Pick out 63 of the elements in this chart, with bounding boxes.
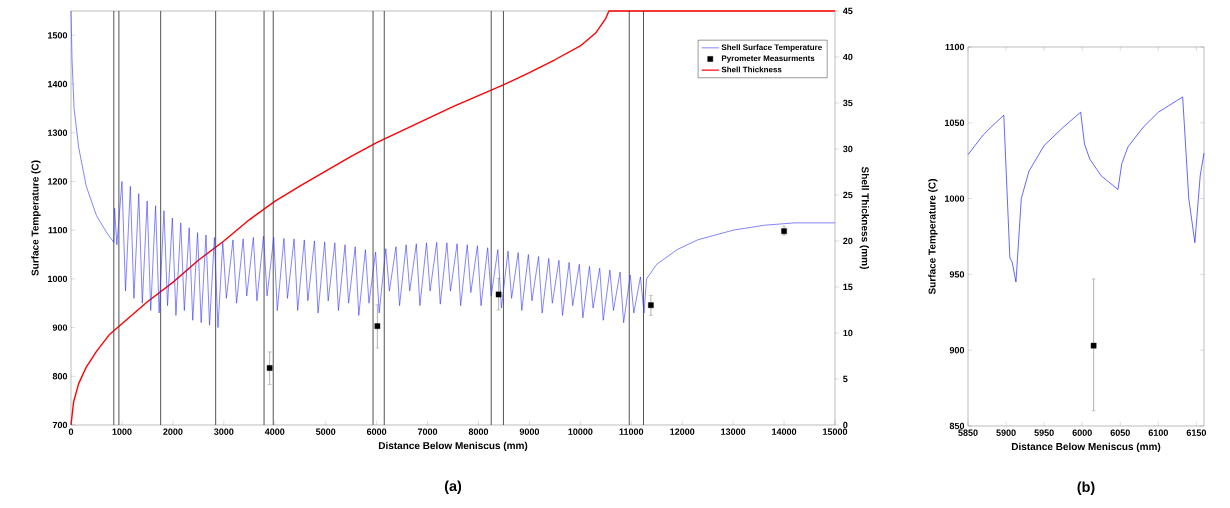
x-tick-label: 6050 bbox=[1110, 429, 1130, 436]
x-axis-title: Distance Below Meniscus (mm) bbox=[1011, 442, 1161, 453]
x-tick-label: 5000 bbox=[315, 428, 336, 435]
text: (b) bbox=[1077, 481, 1095, 495]
y-tick-label: 1100 bbox=[48, 226, 68, 234]
y-axis-title: Surface Temperature (C) bbox=[928, 179, 938, 295]
x-tick-label: 5900 bbox=[996, 429, 1016, 436]
x-tick-label: 4000 bbox=[264, 428, 285, 435]
x-tick-label: 0 bbox=[68, 428, 74, 435]
y-tick-label: 700 bbox=[52, 421, 68, 429]
x-axis-title: Distance Below Meniscus (mm) bbox=[378, 441, 528, 452]
y-tick-label: 1200 bbox=[48, 178, 68, 185]
x-tick-label: 11000 bbox=[619, 428, 644, 435]
y-tick-label: 850 bbox=[949, 422, 965, 430]
x-tick-label: 3000 bbox=[214, 428, 234, 435]
x-tick-label: 1000 bbox=[112, 428, 132, 435]
point bbox=[374, 323, 381, 329]
y-tick-label: 900 bbox=[949, 347, 965, 354]
x-tick-label: 13000 bbox=[721, 428, 746, 435]
y-tick-label: 950 bbox=[949, 271, 965, 278]
x-tick-label: 6150 bbox=[1186, 429, 1207, 436]
y-tick-label: 900 bbox=[52, 324, 68, 331]
x-tick-label: 8000 bbox=[468, 428, 489, 435]
y-tick-label: 1300 bbox=[48, 129, 68, 136]
y-tick-label: 1500 bbox=[48, 32, 68, 39]
y2-tick-label: 25 bbox=[843, 191, 853, 199]
y2-tick-label: 15 bbox=[843, 283, 853, 291]
y-tick-label: 1000 bbox=[945, 195, 965, 202]
x-tick-label: 5850 bbox=[958, 429, 978, 436]
legend-label: Pyrometer Measurments bbox=[721, 55, 815, 63]
y2-tick-label: 20 bbox=[843, 237, 853, 245]
y-tick-label: 800 bbox=[52, 373, 68, 380]
line-series bbox=[967, 96, 1205, 283]
x-tick-label: 2000 bbox=[163, 428, 183, 435]
x-tick-label: 15000 bbox=[823, 428, 848, 435]
text: (a) bbox=[444, 480, 462, 494]
point bbox=[648, 302, 654, 308]
y2-tick-label: 40 bbox=[842, 53, 853, 61]
legend-label: Shell Thickness bbox=[721, 66, 782, 73]
y2-tick-label: 45 bbox=[842, 7, 853, 15]
point bbox=[495, 291, 502, 298]
x-tick-label: 14000 bbox=[772, 428, 797, 435]
x-tick-label: 5950 bbox=[1034, 429, 1054, 436]
x-tick-label: 6000 bbox=[1072, 429, 1092, 436]
y2-axis-title: Shell Thickness (mm) bbox=[859, 166, 869, 269]
y-tick-label: 1050 bbox=[945, 119, 965, 126]
y2-tick-label: 35 bbox=[843, 99, 853, 107]
y-tick-label: 1100 bbox=[945, 43, 965, 51]
x-tick-label: 6100 bbox=[1148, 429, 1168, 436]
x-tick-label: 12000 bbox=[670, 428, 695, 435]
x-tick-label: 10000 bbox=[568, 428, 593, 435]
y2-tick-label: 0 bbox=[843, 421, 848, 429]
y2-tick-label: 5 bbox=[843, 375, 848, 383]
point bbox=[266, 365, 273, 371]
y2-tick-label: 30 bbox=[843, 145, 853, 153]
x-tick-label: 9000 bbox=[519, 428, 540, 435]
y2-tick-label: 10 bbox=[843, 329, 853, 337]
legend-label: Shell Surface Temperature bbox=[721, 44, 822, 52]
x-tick-label: 7000 bbox=[417, 428, 438, 435]
y-tick-label: 1400 bbox=[48, 80, 68, 88]
x-tick-label: 6000 bbox=[366, 428, 387, 435]
y-tick-label: 1000 bbox=[48, 275, 68, 283]
y-axis-title: Surface Temperature (C) bbox=[31, 160, 41, 276]
